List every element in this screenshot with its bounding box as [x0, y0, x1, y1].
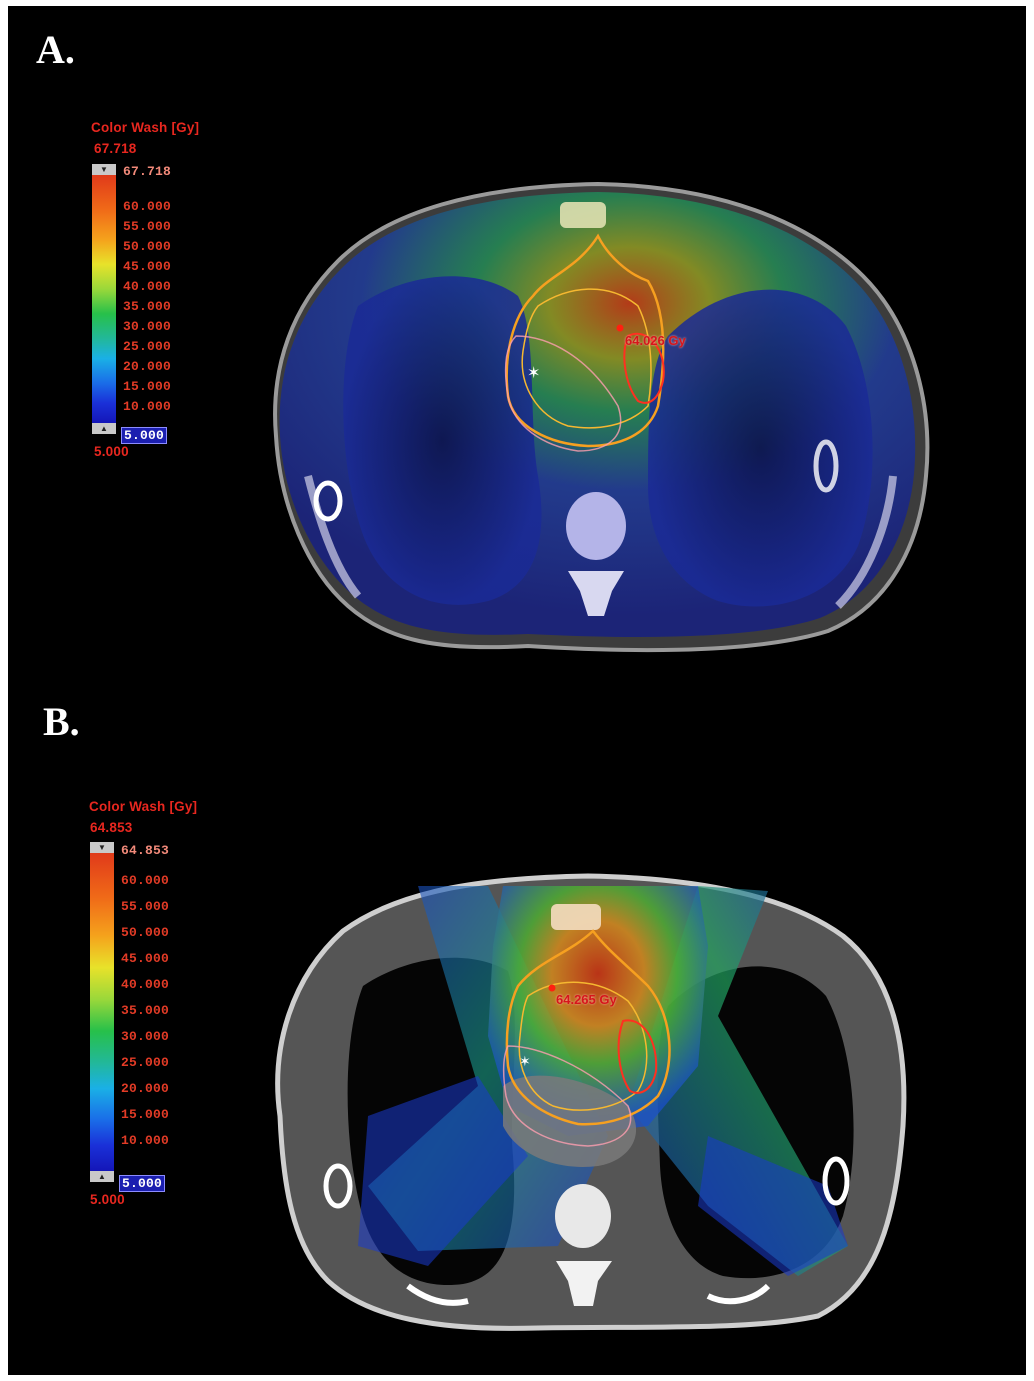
figure-frame: A. Color Wash [Gy] 67.718 ▼ ▲ 67.718 60.… [8, 6, 1026, 1375]
vertebra [555, 1184, 611, 1248]
scale-tick: 20.000 [123, 359, 172, 374]
scale-tick: 30.000 [123, 319, 172, 334]
scale-tick-min: 5.000 [121, 427, 168, 444]
panel-label: A. [36, 27, 75, 72]
dose-point-star: ✶ [527, 363, 540, 382]
scale-tick: 40.000 [123, 279, 172, 294]
dose-point-label: 64.026 Gy [625, 333, 686, 348]
scale-gradient-bar [90, 853, 114, 1171]
scale-tick: 60.000 [121, 873, 170, 888]
rib [822, 1156, 850, 1206]
sternum [551, 904, 601, 930]
scale-max-handle[interactable]: ▼ [90, 842, 114, 853]
rib [706, 1283, 771, 1305]
scale-max-value: 67.718 [94, 141, 137, 156]
gtv-contour [623, 332, 665, 404]
scale-title: Color Wash [Gy] [89, 799, 198, 814]
scale-tick: 35.000 [123, 299, 172, 314]
ct-dose-image-a: ✶ [273, 181, 930, 653]
scale-tick: 45.000 [121, 951, 170, 966]
target-contour-inner [521, 288, 652, 429]
vertebra [566, 492, 626, 560]
spinous-process [556, 1261, 612, 1306]
rib [406, 1283, 469, 1306]
gtv-contour [617, 1019, 658, 1094]
dose-point-marker [548, 984, 556, 992]
beam-right-lower [698, 1136, 848, 1276]
scale-tick: 40.000 [121, 977, 170, 992]
panel-label: B. [43, 699, 80, 744]
left-lung [648, 289, 873, 607]
spinous-process [568, 571, 624, 616]
scale-tick: 20.000 [121, 1081, 170, 1096]
scale-title: Color Wash [Gy] [91, 120, 200, 135]
scale-max-handle[interactable]: ▼ [92, 164, 116, 175]
dose-point-label: 64.265 Gy [556, 992, 617, 1007]
scale-tick: 64.853 [121, 843, 170, 858]
scale-tick: 15.000 [123, 379, 172, 394]
scale-tick: 10.000 [123, 399, 172, 414]
panel-b: B. Color Wash [Gy] 64.853 ▼ ▲ 64.853 60.… [8, 686, 1026, 1375]
scale-gradient-bar [92, 175, 116, 423]
scale-min-handle[interactable]: ▲ [90, 1171, 114, 1182]
heart-contour [502, 1045, 632, 1147]
scale-tick: 25.000 [121, 1055, 170, 1070]
ct-dose-image-b: ✶ [275, 873, 907, 1331]
rib [323, 1163, 353, 1209]
scale-min-value: 5.000 [90, 1192, 125, 1207]
dose-core [488, 886, 708, 1136]
sternum [560, 202, 606, 228]
target-contour-inner [518, 981, 648, 1111]
scale-tick: 50.000 [121, 925, 170, 940]
scale-tick: 60.000 [123, 199, 172, 214]
panel-a: A. Color Wash [Gy] 67.718 ▼ ▲ 67.718 60.… [8, 6, 1026, 686]
rib [304, 475, 362, 599]
scale-tick: 35.000 [121, 1003, 170, 1018]
scale-max-value: 64.853 [90, 820, 133, 835]
scale-tick-min: 5.000 [119, 1175, 166, 1192]
scale-tick: 45.000 [123, 259, 172, 274]
rib [835, 475, 897, 609]
scale-tick: 10.000 [121, 1133, 170, 1148]
dose-point-star: ✶ [519, 1054, 531, 1070]
target-contour-outer [505, 929, 671, 1126]
beam-left-lower [358, 1076, 528, 1266]
scale-tick: 50.000 [123, 239, 172, 254]
scale-tick: 15.000 [121, 1107, 170, 1122]
rib [313, 480, 343, 522]
scale-min-handle[interactable]: ▲ [92, 423, 116, 434]
scale-min-value: 5.000 [94, 444, 129, 459]
scale-tick: 55.000 [121, 899, 170, 914]
scale-tick: 55.000 [123, 219, 172, 234]
scale-tick: 30.000 [121, 1029, 170, 1044]
heart-contour [504, 335, 622, 452]
scale-tick: 25.000 [123, 339, 172, 354]
scale-tick: 67.718 [123, 164, 172, 179]
right-lung [343, 276, 542, 605]
rib [813, 439, 839, 493]
dose-point-marker [616, 324, 624, 332]
